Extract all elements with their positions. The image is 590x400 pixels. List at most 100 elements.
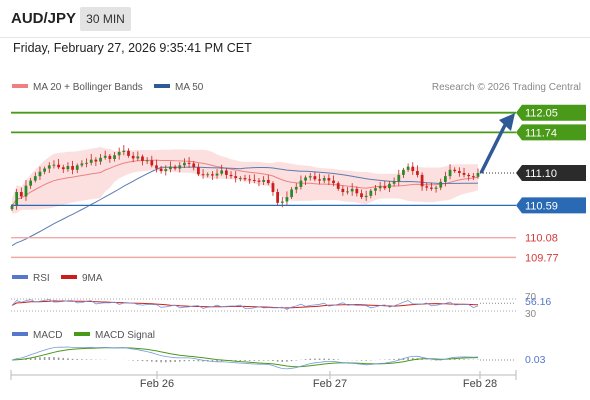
candle-body <box>122 150 126 153</box>
candle <box>33 172 37 183</box>
candle-body <box>248 179 252 181</box>
candle <box>257 178 261 187</box>
candle-body <box>85 162 88 164</box>
candle-body <box>341 188 345 193</box>
candle-body <box>187 162 191 164</box>
candle-body <box>420 174 424 187</box>
candle-body <box>266 179 270 184</box>
candle-body <box>75 165 79 170</box>
candle <box>234 171 238 183</box>
candle <box>29 178 33 189</box>
macd-value-label: 0.03 <box>525 354 546 366</box>
candle-body <box>388 183 391 189</box>
candle <box>476 168 480 179</box>
candle <box>406 163 410 172</box>
candle <box>187 157 191 168</box>
candle <box>108 153 112 163</box>
candle-body <box>411 166 415 172</box>
candle-body <box>155 165 158 169</box>
candle <box>173 164 177 171</box>
rsi-legend-label: RSI <box>33 273 50 284</box>
candle <box>89 153 93 166</box>
candle <box>15 188 19 210</box>
forecast-arrowhead <box>499 113 515 132</box>
price-panel: 112.05 111.74 110.59 110.08 109.77 111.10 <box>10 104 586 264</box>
candle-body <box>285 197 289 202</box>
level-label-110.08: 110.08 <box>525 233 558 245</box>
candle-body <box>234 176 238 179</box>
last-price-label: 111.10 <box>525 168 557 180</box>
rsi-legend-swatch <box>12 275 28 279</box>
timestamp: Friday, February 27, 2026 9:35:41 PM CET <box>13 41 252 55</box>
header-divider <box>0 37 590 38</box>
candle-body <box>117 152 121 156</box>
candle-body <box>99 157 102 162</box>
candle-body <box>243 178 247 180</box>
candle <box>346 186 349 195</box>
level-label-112.05: 112.05 <box>525 108 558 120</box>
candle <box>443 171 447 187</box>
candle-body <box>457 171 461 173</box>
candle-body <box>127 150 130 156</box>
candle-body <box>271 183 275 193</box>
candle <box>19 187 23 199</box>
candle <box>313 171 317 182</box>
symbol-title: AUD/JPY <box>11 10 77 27</box>
candle <box>206 172 210 178</box>
rsi-panel <box>11 298 516 312</box>
chart-header: AUD/JPY 30 MIN <box>0 0 590 37</box>
candle-body <box>308 176 312 178</box>
candle <box>150 155 154 168</box>
rsi-level-70: 70 <box>525 292 537 303</box>
candle <box>322 175 326 184</box>
candle <box>402 167 405 179</box>
candle <box>99 153 102 165</box>
ma20-legend-swatch <box>12 84 28 88</box>
candle <box>369 188 373 199</box>
candle <box>145 157 149 165</box>
candle <box>43 166 47 175</box>
candle-body <box>201 174 205 176</box>
candle-body <box>164 169 168 172</box>
candle <box>38 166 42 180</box>
macd-signal-legend-swatch <box>74 332 90 336</box>
level-tag-110.59 <box>516 197 586 214</box>
candle-body <box>145 160 149 162</box>
candle-body <box>280 201 284 203</box>
macd-legend-label: MACD <box>33 330 62 341</box>
macd-signal-legend-label: MACD Signal <box>95 330 155 341</box>
candle-body <box>210 174 214 176</box>
candle <box>210 171 214 180</box>
candle-body <box>304 177 307 181</box>
candle-body <box>229 174 233 177</box>
ma20-line <box>11 159 479 207</box>
timeframe-button[interactable]: 30 MIN <box>80 7 131 31</box>
candle <box>457 167 461 177</box>
candle-body <box>61 167 65 170</box>
candle <box>24 179 28 201</box>
candle-body <box>252 179 256 181</box>
candle <box>243 174 247 182</box>
candle-body <box>150 160 154 166</box>
candle-body <box>378 186 382 189</box>
level-label-110.59: 110.59 <box>525 200 558 212</box>
candle <box>103 150 107 160</box>
candle <box>136 151 140 161</box>
level-label-111.74: 111.74 <box>525 127 557 139</box>
candle-body <box>327 178 331 181</box>
candle-body <box>425 186 429 188</box>
candle-body <box>113 155 116 160</box>
candle-body <box>238 178 242 180</box>
candle-body <box>169 166 172 170</box>
candle <box>290 186 293 199</box>
candle <box>215 169 219 179</box>
candle-body <box>392 181 396 184</box>
candle-body <box>402 169 405 175</box>
candle <box>308 172 312 181</box>
candle-body <box>10 205 14 210</box>
candle <box>178 162 182 173</box>
candle <box>416 165 419 178</box>
candle <box>411 162 415 175</box>
candle-body <box>430 187 433 189</box>
candle <box>47 162 51 173</box>
